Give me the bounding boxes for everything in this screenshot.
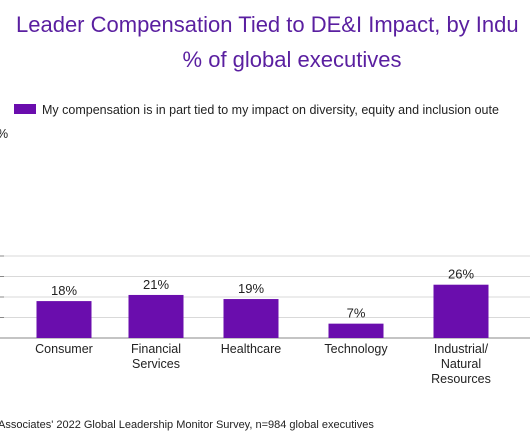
bar-value-label: 21% — [143, 277, 169, 292]
category-label-line: Financial — [131, 342, 181, 356]
category-label: Financial Services — [131, 342, 181, 371]
category-label-line: Resources — [431, 372, 491, 386]
bar — [433, 284, 489, 338]
chart-title: Leader Compensation Tied to DE&I Impact,… — [16, 12, 519, 37]
bar-value-label: 7% — [347, 306, 366, 321]
category-labels: Consumer Financial Services Healthcare Techn… — [35, 342, 491, 386]
bar — [36, 301, 92, 338]
bar — [223, 299, 279, 338]
category-label-line: Natural — [441, 357, 481, 371]
bar-value-label: 18% — [51, 283, 77, 298]
category-label: Consumer — [35, 342, 93, 356]
bar — [328, 323, 384, 338]
category-label-line: Industrial/ — [434, 342, 489, 356]
category-label: Technology — [324, 342, 388, 356]
bars — [36, 284, 489, 338]
category-label-line: Technology — [324, 342, 388, 356]
category-label: Industrial/Natural Resources — [431, 342, 491, 386]
bar-value-label: 26% — [448, 267, 474, 282]
legend-label: My compensation is in part tied to my im… — [42, 103, 499, 117]
category-label-line: Services — [132, 357, 180, 371]
category-label: Healthcare — [221, 342, 281, 356]
value-labels: 18% 21% 19% 7% 26% — [51, 267, 474, 321]
y-axis-tick-label: % — [0, 127, 8, 141]
category-label-line: Consumer — [35, 342, 93, 356]
source-note: Associates' 2022 Global Leadership Monit… — [0, 419, 374, 431]
chart-subtitle: % of global executives — [183, 47, 402, 72]
bar-value-label: 19% — [238, 281, 264, 296]
legend-swatch — [14, 104, 36, 114]
category-label-line: Healthcare — [221, 342, 281, 356]
bar — [128, 294, 184, 338]
